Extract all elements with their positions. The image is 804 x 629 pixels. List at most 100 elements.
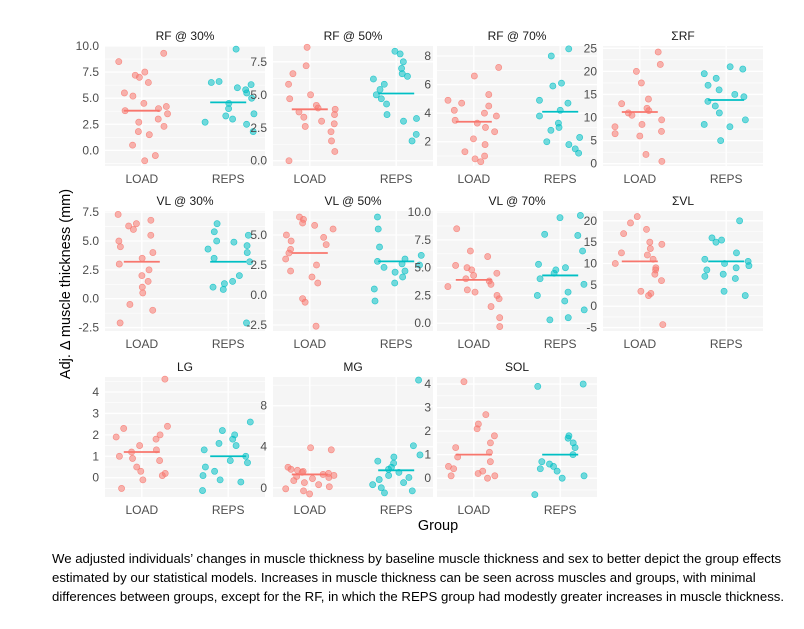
data-point: [701, 272, 709, 280]
data-point: [377, 484, 385, 492]
data-point: [199, 487, 206, 494]
data-point: [637, 79, 645, 87]
x-tick-label: REPS: [380, 337, 413, 351]
data-point: [741, 116, 749, 124]
data-point: [536, 275, 544, 283]
data-point: [712, 238, 720, 246]
panel-9: 0 4 8 MG LOAD REPS: [260, 360, 433, 517]
panel-background: [105, 46, 265, 166]
data-point: [447, 472, 455, 480]
panel-title: RF @ 50%: [324, 29, 383, 43]
data-point: [701, 255, 709, 263]
data-point: [484, 253, 492, 260]
data-point: [287, 267, 294, 275]
data-point: [244, 231, 252, 239]
data-point: [226, 457, 234, 464]
data-point: [719, 270, 727, 278]
y-tick-label: 7.5: [414, 233, 431, 247]
data-point: [549, 82, 557, 90]
data-point: [327, 446, 335, 454]
data-point: [638, 121, 646, 128]
data-point: [325, 483, 333, 491]
data-point: [463, 286, 471, 294]
data-point: [712, 74, 720, 82]
data-point: [141, 157, 149, 165]
data-point: [139, 289, 147, 297]
data-point: [711, 102, 719, 110]
y-tick-label: 0: [590, 157, 597, 171]
data-point: [645, 292, 652, 299]
x-tick-label: REPS: [710, 172, 743, 186]
data-point: [380, 263, 388, 271]
data-point: [243, 249, 251, 256]
y-tick-label: 0.0: [250, 288, 267, 302]
data-point: [731, 275, 739, 282]
data-point: [547, 126, 555, 134]
data-point: [116, 243, 124, 251]
panel-5: -2.5 0.0 2.5 5.0 VL @ 50% LOAD REPS: [246, 194, 433, 351]
data-point: [484, 474, 491, 482]
data-point: [315, 481, 323, 489]
data-point: [580, 280, 588, 288]
data-point: [736, 217, 744, 225]
data-point: [282, 255, 290, 263]
data-point: [726, 123, 734, 131]
data-point: [645, 95, 652, 103]
data-point: [408, 487, 416, 495]
data-point: [243, 120, 250, 128]
data-point: [301, 123, 309, 130]
data-point: [129, 455, 136, 462]
data-point: [144, 79, 152, 86]
x-tick-label: LOAD: [125, 337, 158, 351]
x-tick-label: LOAD: [623, 172, 656, 186]
data-point: [160, 49, 168, 57]
x-tick-label: REPS: [212, 337, 245, 351]
data-point: [564, 314, 572, 322]
y-tick-label: 10.0: [76, 39, 100, 53]
y-tick-label: 2.5: [82, 117, 99, 131]
data-point: [215, 440, 223, 447]
data-point: [658, 127, 665, 135]
x-tick-label: LOAD: [293, 172, 326, 186]
data-point: [450, 465, 458, 473]
data-point: [235, 272, 243, 280]
y-tick-label: 8: [424, 49, 431, 63]
data-point: [147, 231, 155, 239]
data-point: [453, 225, 461, 233]
data-point: [481, 141, 489, 148]
data-point: [396, 50, 404, 58]
data-point: [218, 427, 226, 434]
data-point: [381, 489, 388, 497]
panel-title: RF @ 70%: [488, 29, 547, 43]
data-point: [114, 211, 122, 218]
data-point: [144, 277, 152, 285]
data-point: [401, 267, 409, 275]
y-tick-label: 4: [424, 377, 431, 391]
y-tick-label: 0: [590, 299, 597, 313]
y-tick-label: 2: [92, 428, 99, 442]
data-point: [115, 58, 123, 66]
data-point: [487, 303, 495, 310]
data-point: [320, 233, 328, 241]
data-point: [221, 280, 228, 288]
data-point: [300, 113, 308, 121]
panel-0: 0.0 2.5 5.0 7.5 10.0 RF @ 30% LOAD REPS: [76, 29, 265, 186]
data-point: [318, 117, 325, 125]
faceted-dot-chart: 0.02.55.07.510.0RF @ 30%LOAD REPS0.02.55.…: [58, 29, 753, 534]
panel-background: [273, 46, 433, 166]
data-point: [299, 219, 306, 227]
panel-title: ΣVL: [672, 194, 694, 208]
data-point: [138, 254, 146, 262]
data-point: [564, 288, 572, 296]
data-point: [466, 247, 474, 255]
data-point: [112, 433, 120, 441]
y-tick-label: 6: [424, 78, 431, 92]
data-point: [329, 225, 337, 233]
data-point: [553, 467, 561, 475]
data-point: [487, 280, 495, 288]
data-point: [303, 43, 311, 51]
y-tick-label: 4: [260, 440, 267, 454]
data-point: [307, 91, 314, 99]
data-point: [493, 269, 501, 277]
y-tick-label: 2.5: [250, 258, 267, 272]
